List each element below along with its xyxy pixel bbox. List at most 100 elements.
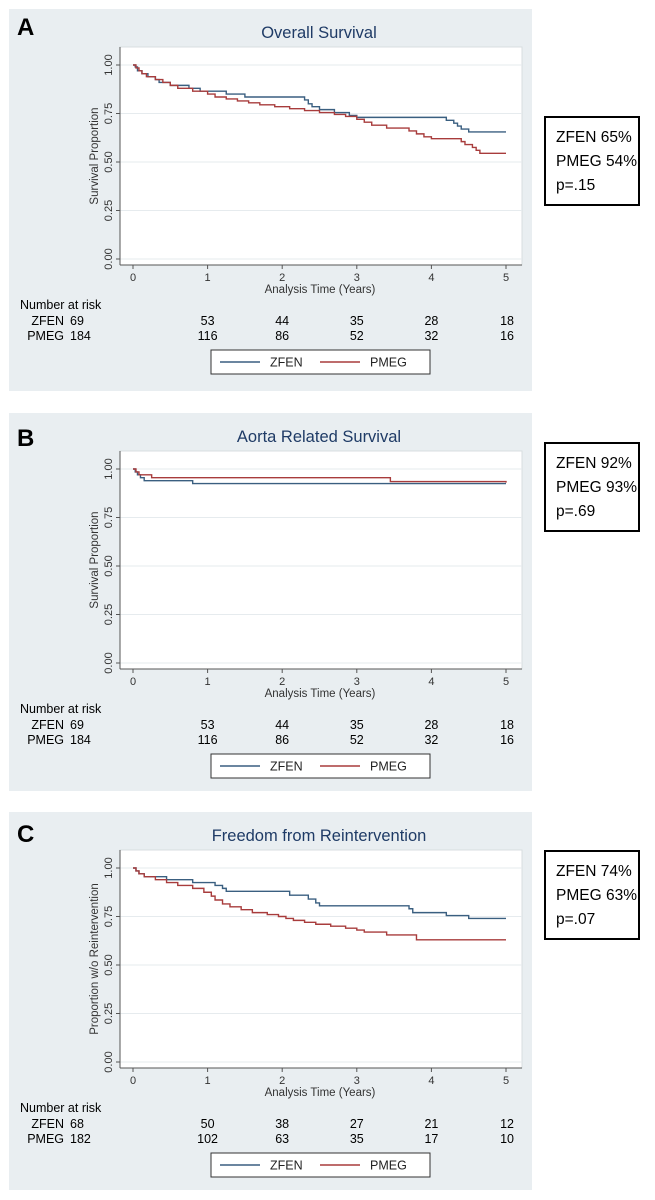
series-line-pmeg — [133, 468, 507, 483]
risk-row-label-pmeg: PMEG — [27, 1132, 64, 1146]
risk-value-pmeg: 52 — [350, 329, 364, 343]
risk-value-pmeg: 116 — [198, 329, 218, 343]
risk-value-pmeg: 63 — [275, 1132, 289, 1146]
risk-value-pmeg: 32 — [424, 329, 438, 343]
panel-c-stat-p-value: p=.07 — [556, 911, 596, 928]
y-tick-label: 1.00 — [103, 857, 115, 878]
risk-value-zfen: 21 — [424, 1117, 438, 1131]
legend-label-zfen: ZFEN — [270, 356, 303, 370]
panel-c-letter: C — [17, 821, 35, 848]
panel-b-stats-box: ZFEN 92% PMEG 93% p=.69 — [544, 442, 640, 532]
chart-title: Aorta Related Survival — [237, 428, 401, 446]
chart-title: Overall Survival — [261, 24, 377, 42]
panel-b-chart: Aorta Related Survival 0.00 0.25 0.50 0.75 1.… — [20, 428, 523, 779]
x-tick-label: 2 — [279, 676, 285, 688]
risk-value-pmeg: 16 — [500, 733, 514, 747]
x-tick-label: 4 — [428, 272, 434, 284]
x-tick-label: 1 — [205, 1075, 211, 1087]
x-tick-label: 3 — [354, 272, 360, 284]
risk-value-zfen: 68 — [70, 1117, 84, 1131]
series-line-zfen — [133, 468, 506, 485]
y-tick-label: 0.50 — [103, 954, 115, 975]
risk-value-zfen: 18 — [500, 718, 514, 732]
risk-value-zfen: 38 — [275, 1117, 289, 1131]
panel-a-chart: Overall Survival 0.00 0.25 0.50 0.75 1.00 0 1 2 3… — [20, 24, 523, 375]
x-tick-label: 5 — [503, 272, 509, 284]
risk-value-pmeg: 86 — [275, 733, 289, 747]
risk-value-pmeg: 16 — [500, 329, 514, 343]
legend-label-zfen: ZFEN — [270, 760, 303, 774]
risk-value-pmeg: 182 — [70, 1132, 91, 1146]
risk-value-zfen: 53 — [201, 718, 215, 732]
y-tick-label: 0.50 — [103, 151, 115, 172]
legend-label-zfen: ZFEN — [270, 1159, 303, 1173]
panel-c-stat-zfen: ZFEN 74% — [556, 863, 632, 880]
risk-value-zfen: 35 — [350, 718, 364, 732]
risk-row-label-zfen: ZFEN — [31, 718, 64, 732]
risk-value-zfen: 12 — [500, 1117, 514, 1131]
risk-value-pmeg: 102 — [197, 1132, 218, 1146]
panel-c-stats-box: ZFEN 74% PMEG 63% p=.07 — [544, 850, 640, 940]
x-tick-label: 2 — [279, 272, 285, 284]
y-tick-label: 0.25 — [103, 200, 115, 221]
risk-value-zfen: 28 — [424, 718, 438, 732]
risk-value-zfen: 69 — [70, 718, 84, 732]
risk-value-pmeg: 184 — [70, 733, 91, 747]
x-tick-label: 1 — [205, 272, 211, 284]
risk-value-zfen: 18 — [500, 314, 514, 328]
risk-row-label-zfen: ZFEN — [31, 314, 64, 328]
panel-a-stat-pmeg: PMEG 54% — [556, 153, 637, 170]
risk-table-header: Number at risk — [20, 1101, 102, 1115]
risk-value-pmeg: 86 — [275, 329, 289, 343]
y-tick-label: 0.25 — [103, 1003, 115, 1024]
risk-value-zfen: 53 — [201, 314, 215, 328]
panel-b-stat-pmeg: PMEG 93% — [556, 479, 637, 496]
x-tick-label: 5 — [503, 676, 509, 688]
risk-value-pmeg: 116 — [198, 733, 218, 747]
x-tick-label: 0 — [130, 272, 136, 284]
risk-value-zfen: 44 — [275, 718, 289, 732]
risk-table-header: Number at risk — [20, 298, 102, 312]
panel-b-letter: B — [17, 425, 35, 452]
risk-row-label-pmeg: PMEG — [27, 329, 64, 343]
x-tick-label: 3 — [354, 1075, 360, 1087]
y-axis-label: Survival Proportion — [89, 107, 101, 204]
x-axis-label: Analysis Time (Years) — [265, 284, 376, 296]
x-axis-label: Analysis Time (Years) — [265, 688, 376, 700]
risk-value-zfen: 35 — [350, 314, 364, 328]
y-tick-label: 1.00 — [103, 54, 115, 75]
risk-value-zfen: 69 — [70, 314, 84, 328]
plot-area — [119, 849, 523, 1069]
x-tick-label: 4 — [428, 676, 434, 688]
x-axis-label: Analysis Time (Years) — [265, 1087, 376, 1099]
legend-label-pmeg: PMEG — [370, 760, 407, 774]
risk-value-zfen: 27 — [350, 1117, 364, 1131]
panel-b-stat-p-value: p=.69 — [556, 503, 596, 520]
panel-a-stat-p-value: p=.15 — [556, 177, 596, 194]
series-line-pmeg — [133, 867, 506, 941]
panel-b-stat-zfen: ZFEN 92% — [556, 455, 632, 472]
series-line-pmeg — [133, 64, 506, 154]
panel-a-stat-zfen: ZFEN 65% — [556, 129, 632, 146]
plot-area — [119, 46, 523, 266]
risk-row-label-pmeg: PMEG — [27, 733, 64, 747]
panel-c-chart: Freedom from Reintervention 0.00 0.25 0.50 0… — [20, 827, 523, 1178]
risk-value-pmeg: 10 — [500, 1132, 514, 1146]
x-tick-label: 3 — [354, 676, 360, 688]
y-tick-label: 0.75 — [103, 103, 115, 124]
y-axis-label: Survival Proportion — [89, 511, 101, 608]
chart-title: Freedom from Reintervention — [212, 827, 427, 845]
y-tick-label: 0.50 — [103, 555, 115, 576]
risk-value-zfen: 50 — [201, 1117, 215, 1131]
y-axis-label: Proportion w/o Reintervention — [89, 883, 101, 1035]
legend-label-pmeg: PMEG — [370, 1159, 407, 1173]
risk-value-pmeg: 52 — [350, 733, 364, 747]
panel-a-letter: A — [17, 14, 35, 41]
x-tick-label: 5 — [503, 1075, 509, 1087]
y-tick-label: 0.75 — [103, 507, 115, 528]
risk-value-pmeg: 17 — [424, 1132, 438, 1146]
panel-a-stats-box: ZFEN 65% PMEG 54% p=.15 — [544, 116, 640, 206]
y-tick-label: 0.00 — [103, 248, 115, 269]
x-tick-label: 2 — [279, 1075, 285, 1087]
y-tick-label: 0.75 — [103, 906, 115, 927]
